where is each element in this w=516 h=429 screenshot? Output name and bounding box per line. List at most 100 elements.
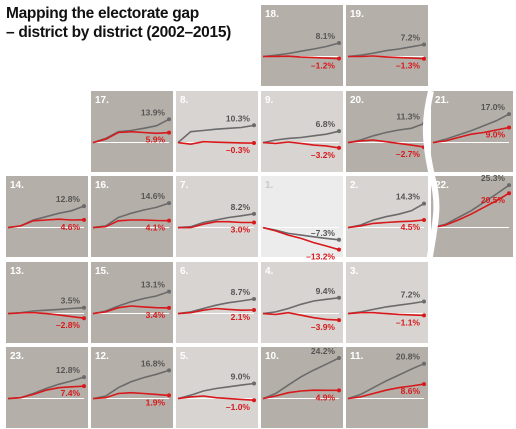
grey-series-endpoint [337,295,341,300]
red-series-endpoint [82,384,86,389]
red-series-endpoint [422,382,426,387]
red-series-line [347,311,425,317]
red-series-endpoint [252,398,256,403]
district-tile-6: 6. 8.7% 2.1% [176,262,258,343]
grey-series-endpoint [337,356,341,361]
chart-title-line-1: Mapping the electorate gap [6,5,199,22]
grey-value-label: 8.1% [316,31,336,41]
grey-series-line [347,43,425,58]
grey-value-label: 8.7% [231,287,251,297]
grey-series-endpoint [337,237,341,242]
grey-value-label: 10.3% [226,113,251,123]
district-number: 18. [265,9,279,20]
grey-value-label: 24.2% [311,346,336,356]
red-value-label: –3.2% [311,150,336,160]
district-tile-3: 3. 7.2% –1.1% [346,262,428,343]
red-series-line [262,311,340,321]
grey-series-endpoint [337,40,341,45]
grey-series-endpoint [422,299,426,304]
district-tile-7: 7. 8.2% 3.0% [176,176,258,257]
red-value-label: –3.9% [311,322,336,332]
district-tile-9: 9. 6.8% –3.2% [261,91,343,172]
grey-series-endpoint [82,375,86,380]
district-number: 11. [350,351,364,362]
red-value-label: 3.0% [231,225,251,235]
district-tile-8: 8. 10.3% –0.3% [176,91,258,172]
red-value-label: 20.5% [481,195,506,205]
grey-series-line [177,124,255,144]
grey-series-endpoint [507,112,511,117]
red-value-label: 1.9% [146,397,166,407]
district-number: 7. [180,180,189,191]
district-tile-22: 22. 25.3% 20.5% [431,173,513,257]
district-tile-13: 13. 3.5% –2.8% [6,262,88,343]
district-tile-15: 15. 13.1% 3.4% [91,262,173,343]
chart-title: Mapping the electorate gap – district by… [6,4,256,42]
tile-background [176,176,258,257]
red-value-label: –2.8% [56,320,81,330]
grey-series-endpoint [252,123,256,128]
grey-series-endpoint [167,368,171,373]
tile-background [346,347,428,428]
district-tile-10: 10. 24.2% 4.9% [261,346,343,428]
red-series-endpoint [252,220,256,225]
district-number: 13. [10,266,24,277]
red-series-endpoint [337,145,341,150]
red-series-endpoint [337,247,341,252]
red-series-line [262,226,340,251]
district-tile-11: 11. 20.8% 8.6% [346,347,428,428]
red-series-endpoint [252,141,256,146]
grey-value-label: 3.5% [61,296,81,306]
grey-series-line [432,113,510,144]
grey-series-line [347,300,425,315]
district-tile-2: 2. 14.3% 4.5% [346,176,428,257]
district-number: 15. [95,266,109,277]
grey-series-line [347,362,425,400]
red-series-line [348,55,425,60]
grey-series-line [262,42,340,58]
grey-series-line [92,369,170,400]
grey-value-label: 6.8% [316,119,336,129]
red-series-line [7,218,85,229]
district-number: 20. [350,95,364,106]
red-series-endpoint [337,56,341,61]
red-value-label: –1.0% [226,402,251,412]
tile-background [176,91,258,172]
red-value-label: 4.9% [316,392,336,402]
grey-value-label: 20.8% [396,352,421,362]
red-value-label: –1.2% [311,61,336,71]
grey-value-label: 7.2% [401,32,421,42]
district-number: 5. [180,351,189,362]
red-series-line [177,395,255,401]
grey-series-line [92,290,170,315]
red-series-endpoint [422,218,426,223]
district-number: 14. [10,180,24,191]
red-value-label: 3.4% [146,310,166,320]
grey-value-label: 14.6% [141,191,166,201]
grey-value-label: 17.0% [481,102,506,112]
tile-background [176,262,258,343]
tile-background [261,347,343,428]
district-number: 6. [180,266,189,277]
red-series-line [7,311,85,319]
tile-background [431,176,513,257]
district-tile-16: 16. 14.6% 4.1% [91,176,173,257]
red-series-endpoint [167,393,171,398]
red-series-line [262,389,339,400]
red-series-line [432,192,510,229]
red-series-endpoint [507,125,511,130]
map-water-divider [422,90,440,263]
tile-background [91,262,173,343]
red-series-endpoint [337,318,341,323]
tile-background [91,176,173,257]
red-value-label: 8.6% [401,386,421,396]
grey-series-endpoint [167,289,171,294]
grey-series-endpoint [422,201,426,206]
grey-series-endpoint [82,305,86,310]
tile-background [261,262,343,343]
red-value-label: 4.6% [61,222,81,232]
district-number: 1. [265,180,274,191]
grey-value-label: 9.4% [316,286,336,296]
red-series-line [347,219,425,229]
district-tile-23: 23. 12.8% 7.4% [6,347,88,428]
